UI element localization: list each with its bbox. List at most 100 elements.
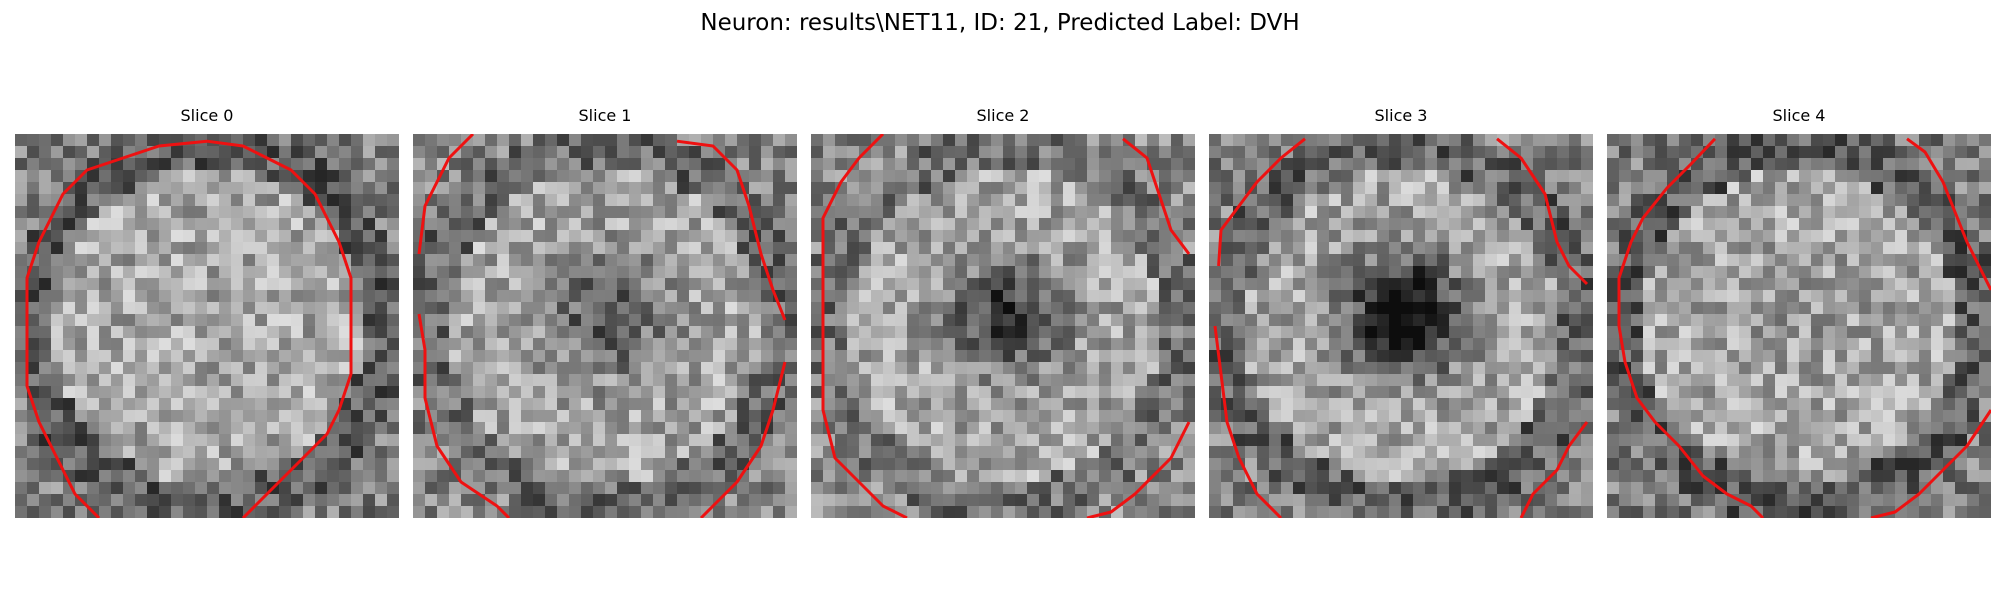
image-pixel <box>581 134 594 147</box>
image-pixel <box>1245 374 1258 387</box>
image-pixel <box>1509 158 1522 171</box>
image-pixel <box>1437 350 1450 363</box>
image-pixel <box>605 242 618 255</box>
image-pixel <box>955 422 968 435</box>
image-pixel <box>1545 482 1558 495</box>
image-pixel <box>1245 146 1258 159</box>
image-pixel <box>219 158 232 171</box>
image-pixel <box>1557 146 1570 159</box>
image-pixel <box>1051 362 1064 375</box>
image-pixel <box>437 278 450 291</box>
image-pixel <box>219 254 232 267</box>
image-pixel <box>557 146 570 159</box>
image-pixel <box>1497 434 1510 447</box>
image-pixel <box>509 350 522 363</box>
image-pixel <box>907 506 920 518</box>
image-pixel <box>1305 134 1318 147</box>
image-pixel <box>1111 374 1124 387</box>
image-pixel <box>641 170 654 183</box>
image-pixel <box>1691 362 1704 375</box>
image-pixel <box>967 218 980 231</box>
image-pixel <box>773 254 786 267</box>
image-pixel <box>1039 350 1052 363</box>
image-pixel <box>485 386 498 399</box>
image-pixel <box>653 434 666 447</box>
image-pixel <box>677 434 690 447</box>
image-pixel <box>387 206 399 219</box>
image-pixel <box>1353 338 1366 351</box>
image-pixel <box>1111 422 1124 435</box>
image-pixel <box>811 482 824 495</box>
image-pixel <box>521 158 534 171</box>
image-pixel <box>1353 350 1366 363</box>
image-pixel <box>617 218 630 231</box>
image-pixel <box>1015 134 1028 147</box>
image-pixel <box>1425 374 1438 387</box>
image-pixel <box>931 158 944 171</box>
image-pixel <box>267 194 280 207</box>
image-pixel <box>1449 206 1462 219</box>
image-pixel <box>991 254 1004 267</box>
image-pixel <box>907 134 920 147</box>
image-pixel <box>437 194 450 207</box>
image-pixel <box>1003 194 1016 207</box>
image-pixel <box>279 278 292 291</box>
image-pixel <box>183 278 196 291</box>
image-pixel <box>1377 134 1390 147</box>
image-pixel <box>449 194 462 207</box>
image-pixel <box>1135 158 1148 171</box>
image-pixel <box>195 182 208 195</box>
image-pixel <box>473 350 486 363</box>
image-pixel <box>75 206 88 219</box>
image-pixel <box>1473 134 1486 147</box>
contour-line <box>821 134 908 518</box>
image-pixel <box>413 506 426 518</box>
image-pixel <box>1281 338 1294 351</box>
image-pixel <box>1799 206 1812 219</box>
image-pixel <box>1533 230 1546 243</box>
image-pixel <box>1365 482 1378 495</box>
image-pixel <box>437 254 450 267</box>
image-pixel <box>159 218 172 231</box>
image-pixel <box>1835 278 1848 291</box>
image-pixel <box>327 206 340 219</box>
image-pixel <box>1703 218 1716 231</box>
image-pixel <box>1413 326 1426 339</box>
image-pixel <box>195 338 208 351</box>
image-pixel <box>1691 446 1704 459</box>
image-pixel <box>1907 182 1920 195</box>
image-pixel <box>545 230 558 243</box>
image-pixel <box>39 410 52 423</box>
image-pixel <box>1099 254 1112 267</box>
image-pixel <box>195 254 208 267</box>
image-pixel <box>1931 398 1944 411</box>
image-pixel <box>339 278 352 291</box>
image-pixel <box>219 446 232 459</box>
image-pixel <box>171 398 184 411</box>
image-pixel <box>871 290 884 303</box>
image-pixel <box>629 458 642 471</box>
image-pixel <box>883 170 896 183</box>
image-pixel <box>1293 446 1306 459</box>
image-pixel <box>51 242 64 255</box>
image-pixel <box>1751 350 1764 363</box>
image-pixel <box>871 218 884 231</box>
image-pixel <box>1389 398 1402 411</box>
image-pixel <box>785 266 797 279</box>
image-pixel <box>883 194 896 207</box>
image-pixel <box>1209 374 1222 387</box>
image-pixel <box>1835 206 1848 219</box>
image-pixel <box>339 146 352 159</box>
image-pixel <box>1147 146 1160 159</box>
image-pixel <box>1365 170 1378 183</box>
image-pixel <box>1569 494 1582 507</box>
image-pixel <box>919 494 932 507</box>
image-pixel <box>1413 470 1426 483</box>
image-pixel <box>979 278 992 291</box>
image-pixel <box>231 134 244 147</box>
image-pixel <box>1871 350 1884 363</box>
image-pixel <box>737 422 750 435</box>
image-pixel <box>63 206 76 219</box>
image-pixel <box>15 266 28 279</box>
image-pixel <box>387 398 399 411</box>
